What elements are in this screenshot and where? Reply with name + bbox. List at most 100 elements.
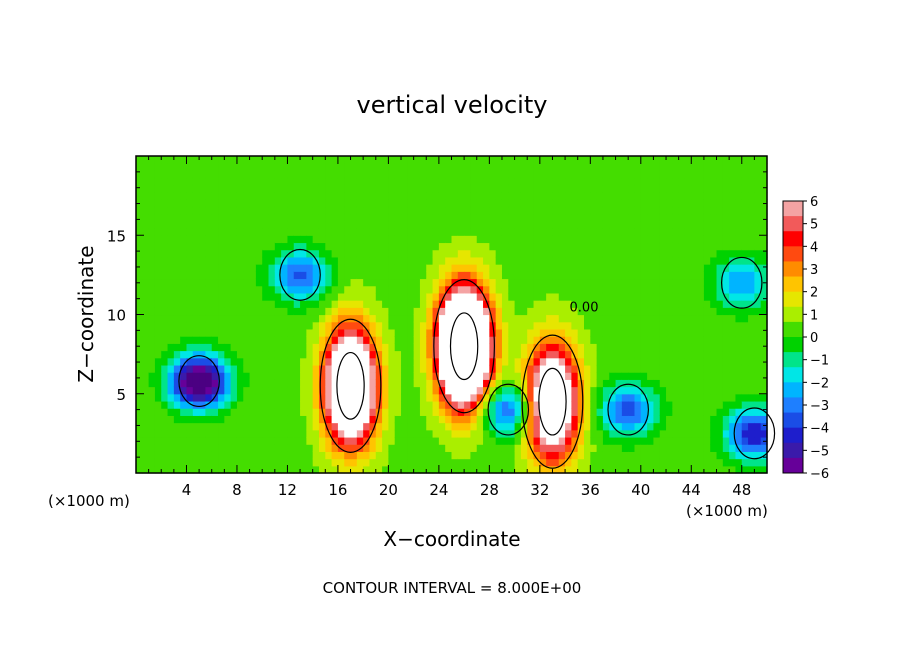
- field-cell: [546, 206, 554, 215]
- field-cell: [520, 206, 528, 215]
- field-cell: [748, 156, 755, 164]
- field-cell: [154, 321, 162, 330]
- field-cell: [148, 364, 156, 373]
- field-cell: [558, 458, 566, 467]
- field-cell: [565, 436, 572, 445]
- field-cell: [602, 235, 610, 244]
- field-cell: [489, 220, 497, 229]
- field-cell: [331, 206, 339, 215]
- field-cell: [318, 379, 326, 388]
- field-cell: [716, 415, 724, 424]
- field-cell: [546, 192, 554, 200]
- field-cell: [186, 192, 194, 200]
- field-cell: [186, 393, 194, 402]
- field-cell: [199, 228, 207, 236]
- field-cell: [142, 192, 150, 200]
- field-cell: [596, 184, 604, 193]
- field-cell: [281, 357, 289, 366]
- field-cell: [274, 422, 282, 431]
- field-cell: [218, 372, 225, 380]
- field-cell: [659, 400, 667, 409]
- field-cell: [388, 386, 396, 395]
- field-cell: [754, 386, 762, 395]
- field-cell: [306, 242, 314, 251]
- field-cell: [470, 465, 478, 474]
- field-cell: [558, 184, 566, 193]
- field-cell: [224, 321, 232, 330]
- field-cell: [647, 350, 655, 359]
- field-cell: [697, 170, 705, 179]
- field-cell: [199, 249, 207, 258]
- field-cell: [167, 213, 175, 222]
- field-cell: [382, 393, 389, 402]
- field-cell: [318, 436, 326, 445]
- field-cell: [590, 177, 598, 186]
- field-cell: [659, 386, 667, 395]
- field-cell: [136, 408, 143, 416]
- field-cell: [754, 336, 762, 344]
- field-cell: [577, 307, 585, 316]
- field-cell: [754, 408, 762, 416]
- field-cell: [609, 436, 617, 445]
- field-cell: [173, 379, 181, 388]
- field-cell: [445, 444, 453, 452]
- field-cell: [546, 177, 554, 186]
- field-cell: [464, 156, 472, 164]
- field-cell: [154, 393, 162, 402]
- field-cell: [470, 372, 478, 380]
- field-cell: [426, 444, 434, 452]
- field-cell: [136, 372, 143, 380]
- field-cell: [192, 199, 200, 208]
- field-cell: [394, 357, 402, 366]
- field-cell: [230, 300, 238, 308]
- field-cell: [300, 278, 307, 287]
- field-cell: [558, 228, 566, 236]
- field-cell: [306, 350, 314, 359]
- field-cell: [489, 379, 497, 388]
- field-cell: [666, 199, 673, 208]
- field-cell: [142, 163, 150, 171]
- field-cell: [419, 436, 427, 445]
- field-cell: [382, 300, 389, 308]
- field-cell: [735, 314, 743, 323]
- field-cell: [457, 278, 465, 287]
- field-cell: [438, 228, 446, 236]
- field-cell: [748, 307, 755, 316]
- field-cell: [596, 372, 604, 380]
- field-cell: [211, 386, 219, 395]
- field-cell: [243, 350, 251, 359]
- field-cell: [318, 184, 326, 193]
- field-cell: [318, 444, 326, 452]
- field-cell: [615, 314, 623, 323]
- field-cell: [325, 379, 333, 388]
- colorbar-label: 2: [810, 286, 818, 301]
- field-cell: [735, 393, 743, 402]
- field-cell: [262, 458, 270, 467]
- field-cell: [552, 386, 560, 395]
- field-cell: [470, 307, 478, 316]
- x-tick-label: 8: [232, 481, 242, 499]
- field-cell: [161, 256, 169, 265]
- field-cell: [533, 328, 541, 337]
- field-cell: [312, 249, 320, 258]
- field-cell: [218, 379, 225, 388]
- field-cell: [356, 372, 364, 380]
- field-cell: [318, 228, 326, 236]
- field-cell: [356, 444, 364, 452]
- field-cell: [621, 278, 629, 287]
- field-cell: [445, 386, 453, 395]
- field-cell: [300, 336, 307, 344]
- field-cell: [514, 328, 522, 337]
- field-cell: [350, 364, 358, 373]
- field-cell: [274, 386, 282, 395]
- field-cell: [344, 350, 352, 359]
- field-cell: [602, 386, 610, 395]
- field-cell: [527, 343, 535, 352]
- field-cell: [148, 357, 156, 366]
- field-cell: [527, 256, 535, 265]
- field-cell: [363, 292, 371, 301]
- field-cell: [369, 300, 377, 308]
- field-cell: [413, 328, 421, 337]
- field-cell: [432, 292, 440, 301]
- field-cell: [647, 408, 655, 416]
